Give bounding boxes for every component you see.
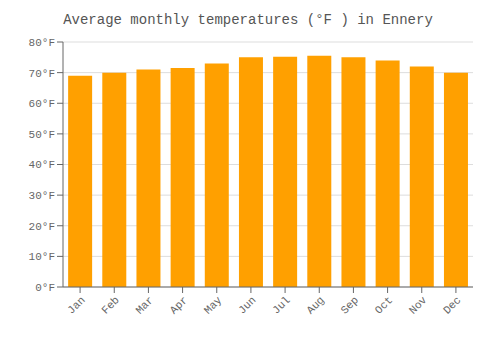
svg-text:60°F: 60°F — [29, 98, 55, 110]
svg-text:Oct: Oct — [373, 294, 395, 316]
svg-text:Feb: Feb — [99, 294, 121, 316]
svg-text:Mar: Mar — [134, 294, 156, 316]
svg-text:20°F: 20°F — [29, 221, 55, 233]
svg-text:Jul: Jul — [270, 294, 292, 316]
svg-text:10°F: 10°F — [29, 251, 55, 263]
svg-text:70°F: 70°F — [29, 68, 55, 80]
svg-text:Sep: Sep — [339, 294, 361, 316]
svg-text:40°F: 40°F — [29, 159, 55, 171]
svg-text:Jan: Jan — [65, 294, 87, 316]
svg-text:50°F: 50°F — [29, 129, 55, 141]
svg-text:Apr: Apr — [168, 294, 190, 316]
svg-text:Dec: Dec — [441, 294, 463, 316]
html-text:Average monthly temperatures (: Average monthly temperatures (°F ) in En… — [63, 12, 433, 28]
svg-text:Aug: Aug — [304, 294, 326, 316]
svg-text:30°F: 30°F — [29, 190, 55, 202]
svg-text:0°F: 0°F — [35, 282, 55, 294]
svg-text:Nov: Nov — [407, 294, 430, 317]
svg-text:Jun: Jun — [236, 294, 258, 316]
svg-text:80°F: 80°F — [29, 37, 55, 49]
svg-text:May: May — [202, 294, 225, 317]
